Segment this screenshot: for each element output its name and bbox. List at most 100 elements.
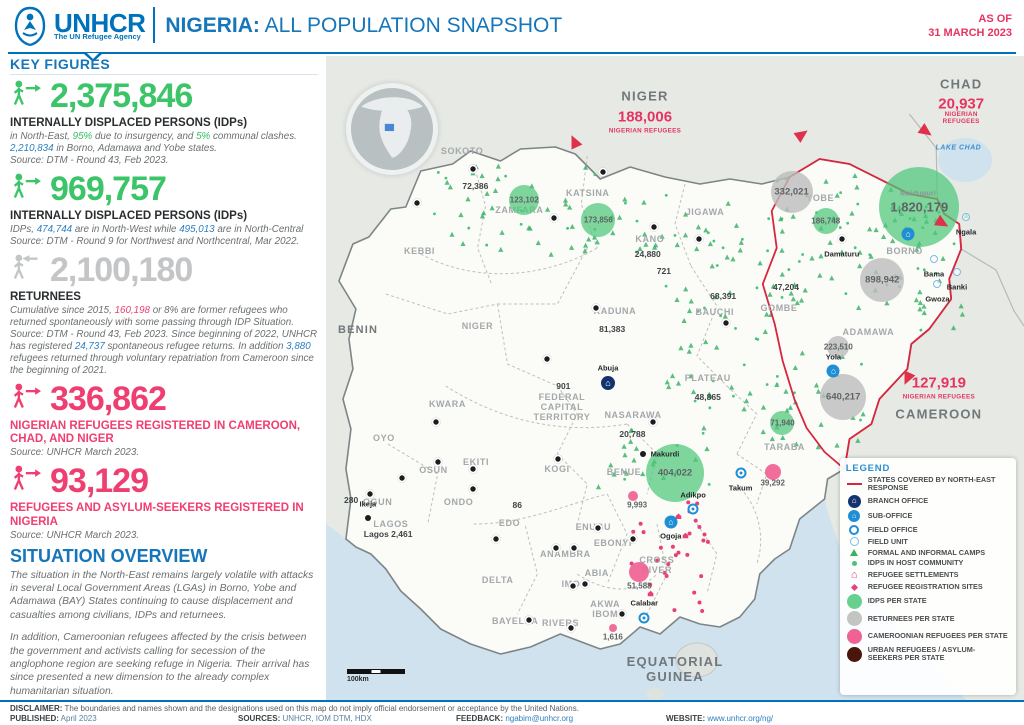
state-label: KEBBI: [404, 246, 436, 257]
state-capital-icon: [524, 615, 534, 624]
city-label: Banki: [946, 282, 968, 292]
displaced-person-icon: .ln{fill:none;stroke:currentColor;stroke…: [10, 383, 44, 416]
sub-office-icon: ⌂: [826, 364, 840, 378]
field-office-icon: [638, 612, 650, 624]
legend-item: ⌂ BRANCH OFFICE: [846, 494, 1010, 508]
feedback-email-link[interactable]: ngabim@unhcr.org: [503, 714, 574, 723]
cameroonian-refugees-bubble: [629, 562, 650, 583]
branch-office-icon: ⌂: [600, 375, 615, 390]
key-figure-4: .ln{fill:none;stroke:currentColor;stroke…: [10, 380, 318, 459]
state-figure: 72,386: [462, 181, 489, 192]
disclaimer-label: DISCLAIMER:: [10, 704, 63, 713]
state-figure: 86: [512, 499, 522, 510]
unit-office-icon: [962, 213, 971, 221]
legend-item: URBAN REFUGEES / ASYLUM-SEEKERS PER STAT…: [846, 646, 1010, 662]
state-label: OYO: [373, 432, 395, 443]
state-capital-icon: [549, 213, 559, 223]
sources: SOURCES: UNHCR, IOM DTM, HDX: [238, 714, 456, 723]
idps-bubble: [812, 207, 839, 234]
country-label: EQUATORIAL GUINEA: [626, 654, 724, 685]
legend-item-label: FIELD OFFICE: [867, 524, 918, 534]
idps-bubble: [879, 167, 960, 248]
legend-items: STATES COVERED BY NORTH-EAST RESPONSE ⌂ BR…: [846, 476, 1010, 662]
state-label: RIVERS: [541, 618, 580, 629]
header: UNHCR The UN Refugee Agency NIGERIA: ALL…: [0, 0, 1024, 62]
city-label: Calabar: [630, 598, 659, 608]
website-label: WEBSITE:: [666, 714, 706, 723]
state-capital-icon: [491, 534, 501, 544]
logo-title: UNHCR: [54, 7, 146, 38]
disclaimer: DISCLAIMER: The boundaries and names sho…: [10, 704, 1014, 713]
state-capital-icon: [468, 164, 478, 174]
published-label: PUBLISHED:: [10, 714, 59, 723]
state-capital-icon: [568, 581, 578, 591]
state-figure: 901: [556, 381, 571, 392]
state-figure: 47,204: [772, 281, 799, 292]
cameroonian-refugees-bubble: [608, 623, 617, 632]
city-label: Abuja: [597, 363, 619, 373]
feedback: FEEDBACK: ngabim@unhcr.org: [456, 714, 666, 723]
key-figure-3: .ln{fill:none;stroke:currentColor;stroke…: [10, 251, 318, 377]
state-label: EKITI: [463, 457, 490, 468]
sub-office-icon: ⌂: [664, 515, 678, 529]
state-label: ADAMAWA: [842, 326, 895, 337]
key-figure-description: in North-East, 95% due to insurgency, an…: [10, 131, 297, 167]
returnees-bubble: [820, 373, 867, 420]
key-figures-list: .ln{fill:none;stroke:currentColor;stroke…: [10, 77, 318, 542]
state-label: ONDO: [443, 497, 474, 508]
state-capital-icon: [468, 484, 478, 494]
key-figure-value: 969,757: [50, 170, 167, 209]
refugee-count-note: NIGERIAN REFUGEES: [942, 111, 980, 126]
state-label: DELTA: [481, 575, 514, 586]
website-link[interactable]: www.unhcr.org/ng/: [705, 714, 774, 723]
state-capital-icon: [648, 417, 658, 427]
legend-item: FIELD UNIT: [846, 537, 1010, 547]
country-label: CHAD: [939, 76, 983, 92]
situation-overview-heading: SITUATION OVERVIEW: [10, 545, 208, 566]
page-title-rest: ALL POPULATION SNAPSHOT: [259, 14, 563, 37]
movement-arrow-icon: [565, 132, 583, 150]
state-capital-icon: [397, 473, 407, 483]
legend-item-label: REFUGEE SETTLEMENTS: [867, 570, 959, 580]
state-label: PLATEAU: [684, 373, 731, 383]
state-figure: 721: [656, 266, 671, 277]
sources-value: UNHCR, IOM DTM, HDX: [280, 714, 372, 723]
legend-item: STATES COVERED BY NORTH-EAST RESPONSE: [846, 476, 1010, 492]
state-capital-icon: [628, 534, 638, 544]
bubble-value: 332,021: [774, 186, 809, 198]
state-label: NIGER: [461, 320, 494, 331]
idps-bubble: [509, 185, 540, 216]
bubble-value: 71,940: [770, 418, 795, 428]
state-label: OGUN: [362, 496, 393, 507]
key-figure-description: Source: UNHCR March 2023.: [10, 447, 140, 459]
legend-item-label: FORMAL AND INFORMAL CAMPS: [867, 547, 986, 557]
country-label: NIGER: [621, 88, 669, 104]
legend-item-label: URBAN REFUGEES / ASYLUM-SEEKERS PER STAT…: [867, 645, 976, 663]
state-capital-icon: [721, 318, 731, 328]
city-label: Maiduguri: [899, 188, 936, 198]
state-label: KOGI: [544, 464, 570, 475]
city-label: Ngala: [955, 227, 977, 237]
state-label: AKWA IBOM: [590, 598, 621, 619]
legend-item: REFUGEE REGISTRATION SITES: [846, 583, 1010, 591]
movement-arrow-icon: [793, 125, 812, 143]
state-label: EBONYI: [593, 537, 632, 548]
key-figure-2: .ln{fill:none;stroke:currentColor;stroke…: [10, 170, 318, 248]
returnees-bubble: [827, 336, 850, 359]
state-capital-icon: [617, 609, 627, 619]
city-label: Makurdi: [650, 449, 680, 459]
registration-site-icon: [846, 583, 863, 591]
key-figure-label: NIGERIAN REFUGEES REGISTERED IN CAMEROON…: [10, 419, 301, 446]
refugee-count: 127,919: [911, 374, 966, 392]
camps-icon: [846, 549, 863, 557]
bubble-value: 186,748: [811, 216, 841, 226]
refugee-settlement-icon: ⌂: [850, 568, 858, 581]
nigeria-map: 100km LEGEND STATES COVERED BY NORTH-EAS…: [326, 56, 1024, 700]
as-of-label: AS OF: [978, 13, 1012, 25]
state-figure: 24,880: [634, 249, 661, 260]
key-figure-label: INTERNALLY DISPLACED PERSONS (IDPs): [10, 210, 248, 223]
legend-item-label: IDPs IN HOST COMMUNITY: [867, 558, 964, 568]
state-label: BENUE: [606, 467, 642, 478]
situation-overview-paragraph-2: In addition, Cameroonian refugees affect…: [10, 632, 310, 697]
bubble-value: 1,616: [602, 632, 623, 642]
